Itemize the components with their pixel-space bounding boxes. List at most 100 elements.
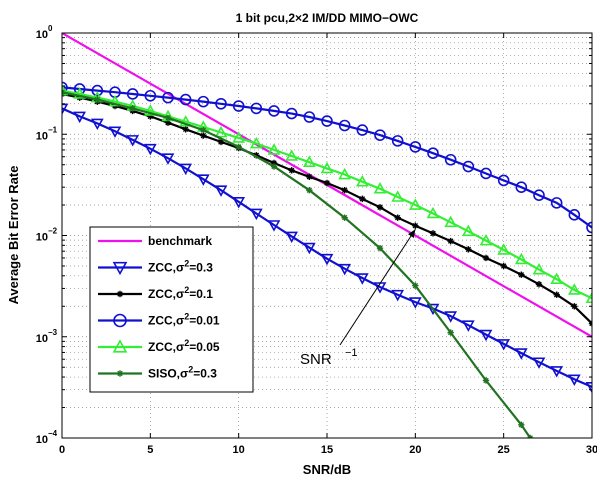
data-point-marker [179,163,193,176]
data-point-marker [302,155,316,167]
data-point-marker [90,118,104,131]
data-point-marker [285,107,298,120]
data-point-marker [482,377,490,384]
data-point-marker [321,115,333,127]
series-1 [62,103,592,394]
legend-label: ZCC,σ2=0.01 [148,312,220,328]
data-point-marker [143,143,157,156]
series-4 [62,83,592,304]
data-point-marker [320,253,334,266]
data-point-marker [550,272,564,285]
data-point-marker [480,167,492,180]
data-point-marker [200,126,207,134]
x-tick-label: 10 [233,444,245,456]
data-point-marker [144,89,157,102]
data-point-marker [412,282,419,289]
annotation-text: SNR [300,351,332,368]
legend-entry: ZCC,σ2=0.3 [98,259,213,276]
annotation-superscript: −1 [345,347,358,359]
data-point-marker [232,131,246,143]
y-tick-label: 10 [36,333,48,345]
data-point-marker [376,244,384,252]
data-point-marker [532,357,546,369]
data-point-marker [267,220,281,232]
legend: benchmark ZCC,σ2=0.3 ZCC,σ2=0.1 ZCC,σ2=0.01… [89,226,254,393]
data-point-marker [338,119,351,132]
data-point-marker [62,83,69,96]
annotation-arrow-line [339,229,416,346]
data-point-marker [585,291,592,304]
data-point-marker [250,102,263,115]
data-point-marker [288,167,295,174]
data-point-marker [356,124,369,136]
data-point-marker [444,153,457,166]
data-point-marker [479,233,493,246]
data-point-marker [214,125,228,138]
data-point-marker [571,303,578,310]
data-point-marker [91,84,104,97]
data-point-marker [426,303,440,316]
y-tick-label: 10 [36,434,48,446]
data-point-marker [427,147,439,159]
data-point-marker [147,113,154,120]
data-point-marker [567,283,581,295]
legend-entry: ZCC,σ2=0.05 [98,338,220,354]
data-point-marker [323,179,331,187]
data-point-marker [429,230,437,237]
x-tick-label: 15 [321,444,333,456]
data-point-marker [341,187,348,194]
data-point-marker [533,189,545,202]
data-point-marker [249,208,263,221]
data-point-marker [179,115,193,127]
y-tick-exponent: −3 [48,328,58,337]
legend-label: benchmark [148,234,212,248]
data-point-marker [355,175,369,187]
data-point-marker [391,289,405,302]
data-point-marker [376,204,384,211]
data-point-marker [412,222,419,229]
data-point-marker [391,190,405,202]
data-point-marker [482,254,490,262]
legend-box [89,226,254,393]
data-point-marker [214,185,228,197]
legend-entry: ZCC,σ2=0.1 [98,285,213,301]
data-point-marker [355,273,369,285]
data-point-marker [303,111,316,123]
x-tick-label: 0 [59,444,65,456]
data-point-marker [374,129,386,141]
chart-title: 1 bit pcu,2×2 IM/DD MIMO−OWC [236,11,419,25]
data-point-marker [108,94,122,107]
y-tick-label: 10 [36,29,48,41]
data-point-marker [232,197,246,209]
data-point-marker [113,313,127,328]
legend-entry: ZCC,σ2=0.01 [98,312,220,328]
data-point-marker [341,214,348,221]
data-point-marker [268,105,280,117]
data-point-marker [182,126,189,133]
series-line [62,89,592,300]
annotation-arrow-head [408,229,416,238]
data-point-marker [444,311,458,323]
data-point-marker [270,163,278,170]
x-tick-label: 5 [147,444,153,456]
series-layer [62,33,592,438]
data-point-marker [497,174,510,187]
data-point-marker [143,104,157,116]
data-point-marker [126,88,139,100]
data-point-marker [285,231,299,244]
y-tick-label: 10 [36,232,48,244]
data-point-marker [62,81,68,94]
y-axis-label: Average Bit Error Rate [6,166,21,305]
data-point-marker [197,95,210,108]
legend-label: SISO,σ2=0.3 [148,365,217,381]
y-tick-exponent: −1 [48,125,58,134]
data-point-marker [461,320,475,332]
data-point-marker [285,149,299,161]
data-point-marker [462,160,475,173]
data-point-marker [129,105,136,112]
data-point-marker [164,119,172,126]
data-point-marker [447,237,454,245]
data-point-marker [532,262,546,275]
data-point-marker [497,243,511,255]
